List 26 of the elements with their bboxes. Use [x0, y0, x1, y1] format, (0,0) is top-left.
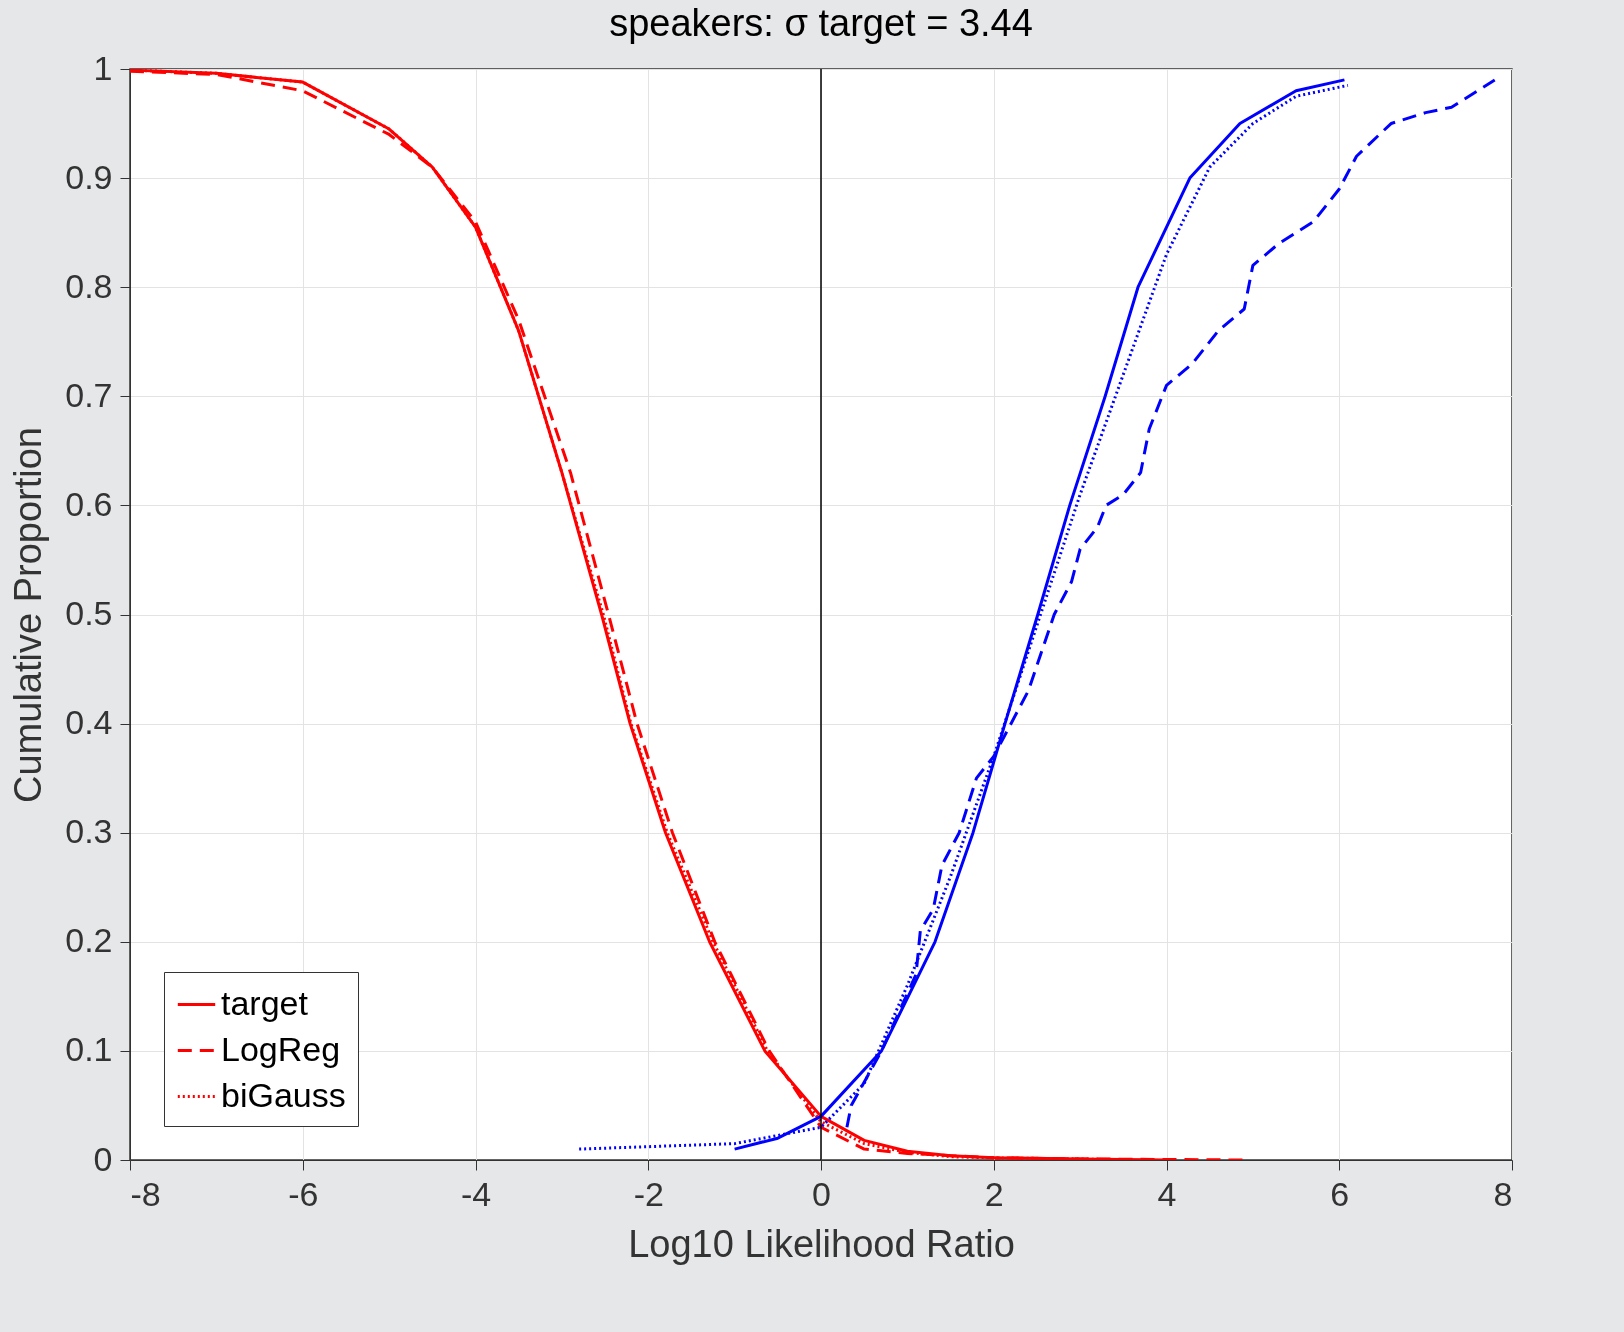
y-tick-label: 0.3	[65, 812, 113, 851]
y-tick-label: 0	[93, 1139, 113, 1178]
y-tick-label: 0.1	[65, 1030, 113, 1069]
x-tick-label: 8	[1493, 1174, 1513, 1213]
y-axis-title: Cumulative Proportion	[7, 427, 50, 803]
x-tick-label: 2	[984, 1174, 1004, 1213]
x-tick-label: -2	[633, 1174, 664, 1213]
y-tick-label: 0.5	[65, 594, 113, 632]
y-tick-label: 1	[93, 48, 113, 87]
x-axis-title: Log10 Likelihood Ratio	[628, 1222, 1015, 1265]
x-tick-label: -8	[130, 1174, 161, 1213]
chart-title: speakers: σ target = 3.44	[609, 2, 1033, 44]
legend-label: LogReg	[221, 1029, 341, 1068]
y-tick-label: 0.7	[65, 375, 113, 414]
y-tick-label: 0.8	[65, 266, 113, 305]
x-tick-label: -4	[460, 1174, 492, 1213]
legend-label: biGauss	[221, 1075, 346, 1114]
x-tick-label: 6	[1330, 1174, 1350, 1213]
y-tick-label: 0.6	[65, 484, 113, 523]
y-tick-label: 0.9	[65, 157, 113, 196]
legend-label: target	[221, 983, 309, 1022]
x-tick-label: -6	[288, 1174, 319, 1213]
x-tick-label: 4	[1157, 1174, 1177, 1213]
x-tick-label: 0	[812, 1174, 831, 1213]
y-tick-label: 0.2	[65, 921, 113, 960]
y-tick-label: 0.4	[65, 703, 113, 742]
